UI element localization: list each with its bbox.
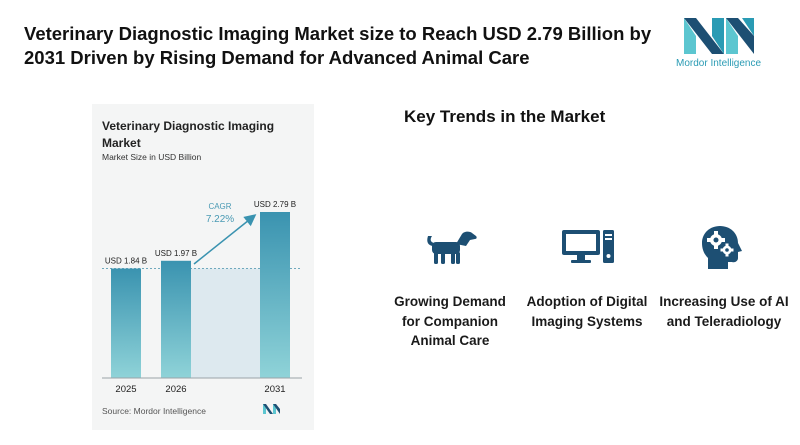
growth-area bbox=[191, 268, 260, 378]
x-tick-label: 2031 bbox=[264, 384, 285, 395]
brand-name: Mordor Intelligence bbox=[676, 58, 762, 69]
bar-value-label: USD 1.97 B bbox=[155, 249, 197, 258]
trend-companion-care: Growing Demand for Companion Animal Care bbox=[394, 294, 506, 348]
dog-icon bbox=[427, 231, 477, 264]
trend-digital-imaging: Adoption of Digital Imaging Systems bbox=[526, 294, 648, 329]
cagr-value: 7.22% bbox=[206, 214, 234, 225]
x-tick-label: 2026 bbox=[165, 384, 186, 395]
bar-2025 bbox=[111, 268, 141, 378]
computer-icon bbox=[562, 230, 614, 263]
bar-2031 bbox=[260, 212, 290, 378]
x-tick-label: 2025 bbox=[115, 384, 136, 395]
headline: Veterinary Diagnostic Imaging Market siz… bbox=[24, 23, 652, 68]
bar-value-label: USD 2.79 B bbox=[254, 200, 296, 209]
chart-title: Veterinary Diagnostic Imaging Market bbox=[102, 119, 275, 150]
ai-head-gears-icon bbox=[702, 226, 742, 269]
cagr-label: CAGR bbox=[208, 202, 231, 211]
bar-2026 bbox=[161, 260, 191, 378]
bar-value-label: USD 1.84 B bbox=[105, 257, 147, 266]
cagr-arrow bbox=[193, 214, 257, 265]
source-logo-icon bbox=[263, 404, 280, 414]
chart-source: Source: Mordor Intelligence bbox=[102, 406, 206, 416]
key-trends-title: Key Trends in the Market bbox=[404, 107, 606, 126]
mordor-logo-icon bbox=[684, 18, 754, 54]
chart-subtitle: Market Size in USD Billion bbox=[102, 152, 202, 162]
trend-ai-teleradiology: Increasing Use of AI and Teleradiology bbox=[659, 294, 789, 329]
